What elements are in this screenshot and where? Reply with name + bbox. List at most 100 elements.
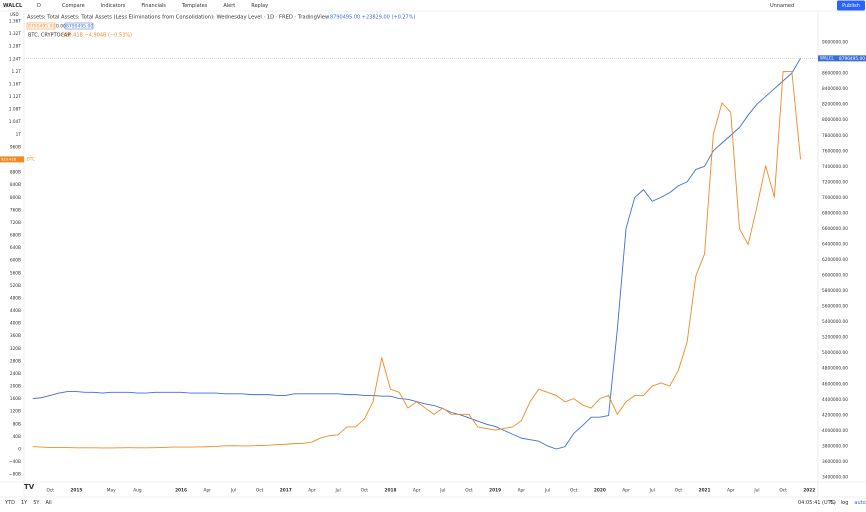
y2-tick-label: 5200000.00	[822, 335, 848, 341]
x-tick-label: Oct	[465, 488, 473, 494]
y-tick-label: 560B	[10, 270, 21, 276]
publish-label[interactable]: Publish	[842, 3, 860, 9]
axis-option[interactable]: auto	[854, 500, 865, 506]
legend-box	[64, 22, 94, 30]
y2-tick-label: 3400000.00	[822, 474, 848, 480]
x-tick-label: Oct	[779, 488, 787, 494]
btc-legend: BTC, CRYPTOCAP	[28, 33, 71, 39]
y-tick-label: 520B	[10, 283, 21, 289]
x-tick-label: Jul	[753, 488, 759, 494]
y-tick-label: 840B	[10, 182, 21, 188]
x-tick-label: 2019	[489, 488, 501, 494]
x-tick-label: 2020	[594, 488, 606, 494]
range-button[interactable]: YTD	[4, 500, 15, 506]
y2-tick-label: 6000000.00	[822, 273, 848, 279]
last-box	[838, 55, 866, 62]
y-tick-label: 1.16T	[9, 81, 22, 87]
series-tag: BTC	[27, 156, 35, 161]
y2-tick-label: 3800000.00	[822, 443, 848, 449]
axis-option[interactable]: log	[841, 500, 849, 506]
y-tick-label: 600B	[10, 258, 21, 264]
x-tick-label: 2016	[175, 488, 187, 494]
x-tick-label: Oct	[570, 488, 578, 494]
toolbar-button[interactable]: Compare	[62, 3, 85, 9]
toolbar-button[interactable]: Alert	[223, 3, 235, 9]
x-tick-label: 2021	[699, 488, 711, 494]
interval[interactable]: D	[37, 3, 41, 9]
y2-tick-label: 5400000.00	[822, 319, 848, 325]
x-tick-label: Jul	[544, 488, 550, 494]
toolbar-button[interactable]: Templates	[181, 3, 208, 9]
x-tick-label: Jul	[335, 488, 341, 494]
y-tick-label: 80B	[13, 421, 21, 427]
y-tick-label: 1.36T	[9, 19, 22, 25]
toolbar-button[interactable]: Financials	[141, 3, 166, 9]
y2-tick-label: 6200000.00	[822, 257, 848, 263]
legend-value: 0.00	[56, 24, 66, 30]
y2-tick-label: 6600000.00	[822, 226, 848, 232]
y-tick-label: 160B	[10, 396, 21, 402]
y2-tick-label: 6800000.00	[822, 210, 848, 216]
series-line	[32, 70, 801, 449]
y-tick-label: 880B	[10, 170, 21, 176]
y2-tick-label: 4400000.00	[822, 397, 848, 403]
y-tick-label: 440B	[10, 308, 21, 314]
layout-name[interactable]: Unnamed	[770, 3, 794, 9]
y2-tick-label: 7200000.00	[822, 179, 848, 185]
toolbar	[0, 0, 866, 11]
y2-tick-label: 8200000.00	[822, 102, 848, 108]
y-tick-label: 200B	[10, 384, 21, 390]
x-tick-label: 2017	[280, 488, 292, 494]
y2-tick-label: 8000000.00	[822, 117, 848, 123]
symbol[interactable]: WALCL	[3, 3, 23, 9]
axis-option[interactable]: %	[830, 500, 835, 506]
x-tick-label: Apr	[413, 488, 421, 494]
y-tick-label: 760B	[10, 207, 21, 213]
series-tag: WALCL	[820, 55, 834, 60]
x-tick-label: Apr	[204, 488, 212, 494]
range-button[interactable]: 5Y	[33, 500, 40, 506]
toolbar-button[interactable]: Replay	[251, 3, 268, 9]
legend-value: 8790495.00	[66, 24, 93, 30]
toolbar-button[interactable]: Indicators	[101, 3, 126, 9]
y-tick-label: 720B	[10, 220, 21, 226]
y-tick-label: 640B	[10, 245, 21, 251]
y-tick-label: 120B	[10, 409, 21, 415]
y-tick-label: 680B	[10, 233, 21, 239]
x-tick-label: Jul	[649, 488, 655, 494]
x-tick-label: Apr	[518, 488, 526, 494]
x-tick-label: Aug	[133, 488, 142, 494]
y-tick-label: 240B	[10, 371, 21, 377]
publish-button[interactable]	[837, 0, 865, 11]
y-tick-label: 1.08T	[9, 107, 22, 113]
y2-tick-label: 5000000.00	[822, 350, 848, 356]
y-tick-label: 40B	[13, 434, 21, 440]
y-tick-label: 1.2T	[12, 69, 22, 75]
y2-tick-label: 7800000.00	[822, 133, 848, 139]
clock: 04:05:41 (UTC)	[798, 500, 836, 506]
tv-logo: TV	[24, 483, 35, 491]
x-tick-label: 2015	[70, 488, 82, 494]
y2-tick-label: 8600000.00	[822, 71, 848, 77]
y2-tick-label: 4200000.00	[822, 412, 848, 418]
legend-title: Assets: Total Assets: Total Assets (Less…	[27, 15, 330, 21]
y-tick-label: 1T	[16, 132, 22, 138]
legend-value: 8790495.00	[28, 24, 55, 30]
legend-box	[26, 22, 56, 30]
y-tick-label: −80B	[9, 472, 21, 478]
range-button[interactable]: 1Y	[21, 500, 28, 506]
y-tick-label: 800B	[10, 195, 21, 201]
y2-tick-label: 6400000.00	[822, 241, 848, 247]
y-tick-label: 1.12T	[9, 94, 22, 100]
range-button[interactable]: All	[45, 500, 51, 506]
y2-tick-label: 3600000.00	[822, 459, 848, 465]
x-tick-label: Apr	[308, 488, 316, 494]
y-tick-label: 400B	[10, 321, 21, 327]
y-tick-label: 480B	[10, 295, 21, 301]
y-tick-label: 1.24T	[9, 56, 22, 62]
last-box	[0, 156, 24, 163]
y2-tick-label: 7000000.00	[822, 195, 848, 201]
x-tick-label: Apr	[727, 488, 735, 494]
y-tick-label: 360B	[10, 333, 21, 339]
